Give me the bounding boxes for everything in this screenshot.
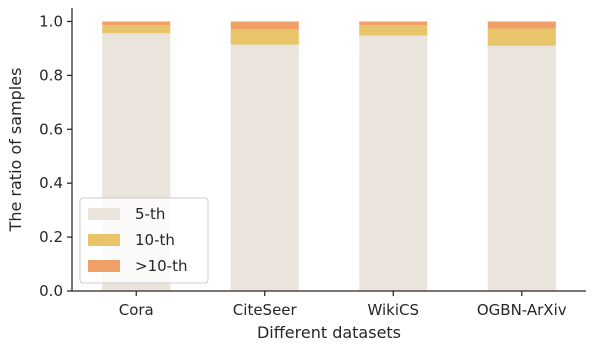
bar-segment-ogbn-arxiv-series-2 [487,21,556,29]
x-tick-label: WikiCS [367,301,419,319]
x-tick-label: Cora [119,301,154,319]
legend-swatch [88,234,120,246]
y-tick-label: 1.0 [39,12,63,30]
legend: 5-th 10-th >10-th [79,197,209,284]
bar-segment-citeseer-series-1 [230,29,299,45]
y-tick-label: 0.4 [39,174,63,192]
legend-label: 5-th [135,205,165,223]
bar-segment-citeseer-series-0 [230,44,299,291]
bar-segment-ogbn-arxiv-series-0 [487,45,556,291]
y-tick-label: 0.8 [39,66,63,84]
bar-segment-wikics-series-1 [359,24,428,36]
x-axis-label: Different datasets [257,323,401,342]
y-axis-ticks: 0.0 0.2 0.4 0.6 0.8 1.0 [39,12,72,300]
bar-segment-ogbn-arxiv-series-1 [487,28,556,46]
legend-swatch [88,208,120,220]
bars-group [102,21,556,292]
bar-segment-citeseer-series-2 [230,21,299,30]
bar-segment-cora-series-1 [102,24,171,34]
x-axis-ticks: Cora CiteSeer WikiCS OGBN-ArXiv [119,291,567,319]
bar-segment-wikics-series-2 [359,21,428,25]
y-tick-label: 0.2 [39,228,63,246]
x-tick-label: CiteSeer [233,301,298,319]
y-tick-label: 0.0 [39,282,63,300]
legend-label: 10-th [135,231,175,249]
legend-label: >10-th [135,257,187,275]
x-tick-label: OGBN-ArXiv [477,301,567,319]
bar-segment-cora-series-2 [102,21,171,25]
y-axis-label: The ratio of samples [6,68,25,233]
bar-segment-wikics-series-0 [359,35,428,292]
y-tick-label: 0.6 [39,120,63,138]
legend-swatch [88,260,120,272]
